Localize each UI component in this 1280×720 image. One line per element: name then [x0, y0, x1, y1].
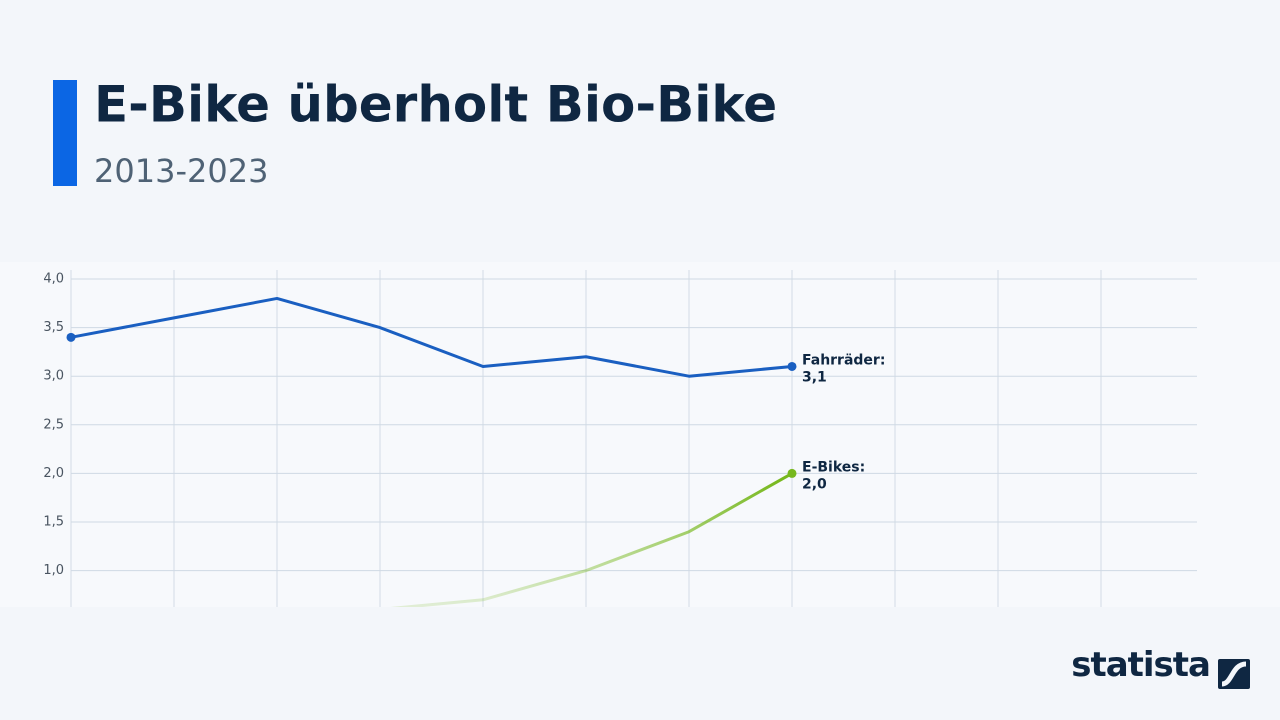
- y-tick-label: 3,0: [43, 369, 64, 384]
- y-tick-label: 2,5: [43, 417, 64, 432]
- logo-icon: [1218, 659, 1250, 689]
- y-tick-label: 2,0: [43, 466, 64, 481]
- series-line: [70, 296, 793, 378]
- title-accent: [53, 80, 77, 186]
- logo-text: statista: [1071, 645, 1210, 685]
- point-marker: [787, 468, 797, 478]
- series-line: [390, 472, 793, 607]
- chart-subtitle: 2013-2023: [94, 152, 268, 190]
- y-tick-label: 4,0: [43, 272, 64, 287]
- point-marker: [787, 361, 797, 371]
- series-name: E-Bikes:: [802, 459, 865, 475]
- y-tick-label: 1,0: [43, 563, 64, 578]
- chart-title: E-Bike überholt Bio-Bike: [94, 76, 777, 134]
- point-marker: [66, 332, 76, 342]
- series-name: Fahrräder:: [802, 352, 885, 368]
- value-label: 3,1: [802, 369, 827, 385]
- y-tick-label: 3,5: [43, 320, 64, 335]
- y-tick-label: 1,5: [43, 515, 64, 530]
- value-label: 2,0: [802, 476, 827, 492]
